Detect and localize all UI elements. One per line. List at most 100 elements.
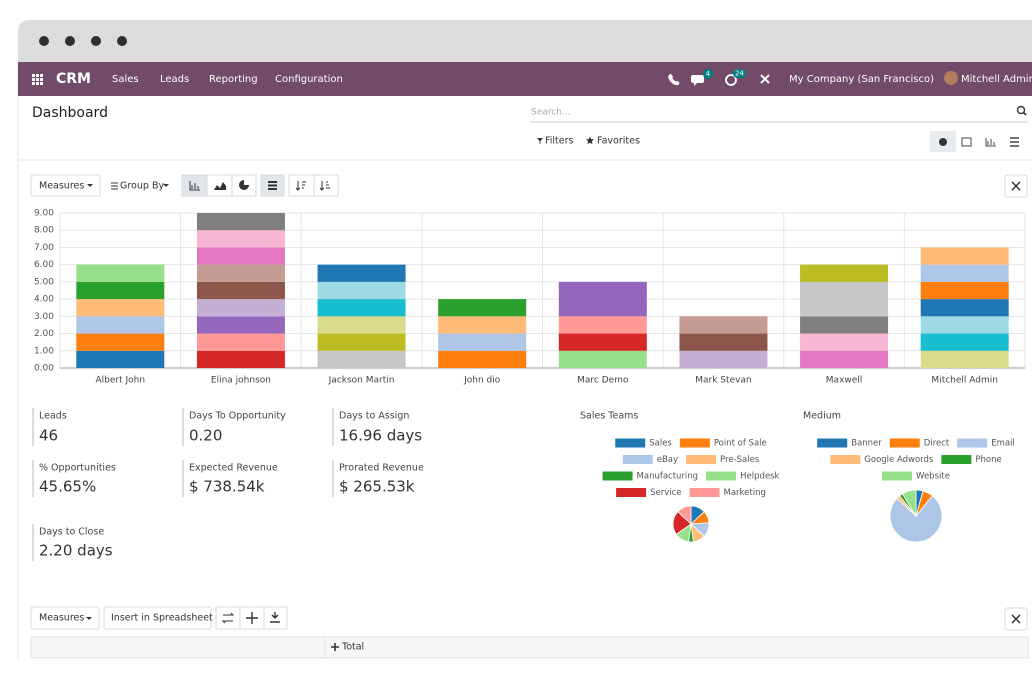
window-dot xyxy=(91,36,101,46)
kpi-label: % Opportunities xyxy=(39,463,116,474)
pivot-measures-dropdown[interactable] xyxy=(30,606,100,630)
stack-icon xyxy=(268,181,277,190)
kpi-label: Leads xyxy=(39,411,67,422)
legend-label: Service xyxy=(650,488,681,498)
kpi-value: $ 738.54k xyxy=(189,478,265,496)
kpi-value: 46 xyxy=(39,427,58,445)
x-tick-label: Jackson Martin xyxy=(328,376,395,386)
y-tick-label: 2.00 xyxy=(34,329,54,339)
line-mode-button[interactable] xyxy=(206,174,233,197)
bar-segment xyxy=(920,299,1009,317)
pivot-measures-label: Measures xyxy=(39,613,84,624)
sort-desc-button[interactable] xyxy=(288,174,315,197)
filter-icon xyxy=(537,138,543,144)
bar-segment xyxy=(196,247,285,265)
menu-item[interactable]: Leads xyxy=(160,74,189,85)
graph-view-icon[interactable] xyxy=(985,138,996,147)
bar-segment xyxy=(438,316,527,334)
bar-segment xyxy=(679,316,768,334)
groupby-button[interactable]: Group By xyxy=(120,181,164,192)
navbar: CRM Sales Leads Reporting Configuration … xyxy=(18,62,1032,96)
kpi-border xyxy=(332,408,334,446)
legend-swatch xyxy=(615,438,646,448)
legend-swatch xyxy=(957,438,988,448)
kpi-value: $ 265.53k xyxy=(339,478,415,496)
x-tick-label: Maxwell xyxy=(826,376,863,386)
groupby-icon xyxy=(111,182,118,190)
legend-swatch xyxy=(941,455,972,464)
legend-swatch xyxy=(882,471,913,481)
kpi-value: 2.20 days xyxy=(39,542,113,560)
pie-slice xyxy=(889,495,943,543)
badge xyxy=(703,69,713,79)
pie-title: Sales Teams xyxy=(580,411,638,422)
pivot-total-header[interactable]: Total xyxy=(341,642,364,653)
menu-item[interactable]: Sales xyxy=(112,74,139,85)
search-icon[interactable] xyxy=(1016,105,1026,115)
legend-swatch xyxy=(679,438,710,448)
avatar[interactable] xyxy=(944,71,958,85)
apps-icon[interactable] xyxy=(32,74,43,85)
bar-segment xyxy=(800,333,889,351)
insert-spreadsheet-label: Insert in Spreadsheet xyxy=(111,613,213,624)
chat-icon[interactable] xyxy=(691,75,704,86)
user-menu[interactable]: Mitchell Admin xyxy=(961,74,1032,85)
browser-titlebar xyxy=(18,20,1032,62)
measures-dropdown[interactable] xyxy=(30,174,101,197)
legend-label: Sales xyxy=(649,439,672,449)
legend-label: Email xyxy=(991,439,1015,449)
kpi-label: Expected Revenue xyxy=(189,463,278,474)
kpi-label: Days to Assign xyxy=(339,411,409,422)
favorites-button[interactable]: Favorites xyxy=(597,136,640,147)
bar-segment xyxy=(196,230,285,248)
bar-segment xyxy=(76,316,165,334)
bar-segment xyxy=(317,264,406,282)
bar-segment xyxy=(558,316,647,334)
expand-all-icon xyxy=(246,612,258,624)
tools-icon[interactable] xyxy=(760,74,770,84)
caret xyxy=(163,184,169,187)
legend-swatch xyxy=(689,488,720,497)
legend-label: Manufacturing xyxy=(637,472,699,482)
pie-slice xyxy=(901,489,917,518)
bar-segment xyxy=(920,350,1009,368)
bar-segment xyxy=(438,333,527,351)
x-tick-label: John dio xyxy=(463,376,501,386)
phone-icon[interactable] xyxy=(668,74,680,86)
app-name[interactable]: CRM xyxy=(56,71,91,87)
kpi-border xyxy=(182,408,184,446)
bar-segment xyxy=(196,350,285,368)
bar-segment xyxy=(920,316,1009,334)
menu-item[interactable]: Configuration xyxy=(275,74,343,85)
legend-swatch xyxy=(830,455,861,464)
menu-item[interactable]: Reporting xyxy=(209,74,258,85)
bar-segment xyxy=(196,281,285,300)
company-switch[interactable]: My Company (San Francisco) xyxy=(789,74,934,85)
y-tick-label: 6.00 xyxy=(34,260,54,270)
search-input[interactable]: Search... xyxy=(531,108,571,118)
window-dot xyxy=(117,36,127,46)
y-tick-label: 5.00 xyxy=(34,277,54,287)
dashboard-view-icon[interactable] xyxy=(939,138,947,146)
bar-segment xyxy=(800,264,889,282)
kpi-border xyxy=(332,460,334,497)
bar-segment xyxy=(317,299,406,317)
legend-swatch xyxy=(889,438,920,448)
legend-label: Banner xyxy=(851,439,882,449)
insert-spreadsheet-button[interactable] xyxy=(103,606,212,630)
legend-label: Helpdesk xyxy=(740,472,779,482)
activity-icon[interactable] xyxy=(725,74,737,86)
kpi-value: 45.65% xyxy=(39,478,96,496)
bar-segment xyxy=(679,350,768,368)
list-view-icon[interactable] xyxy=(1010,137,1019,147)
flip-axis-button[interactable] xyxy=(215,606,241,630)
app-window xyxy=(18,62,1032,678)
filters-button[interactable]: Filters xyxy=(545,136,574,147)
y-tick-label: 4.00 xyxy=(34,295,54,305)
legend-swatch xyxy=(706,471,737,481)
sort-icon xyxy=(295,181,306,191)
pivot-view-icon[interactable] xyxy=(961,137,972,147)
bar-segment xyxy=(438,299,527,317)
kpi-border xyxy=(32,408,34,446)
